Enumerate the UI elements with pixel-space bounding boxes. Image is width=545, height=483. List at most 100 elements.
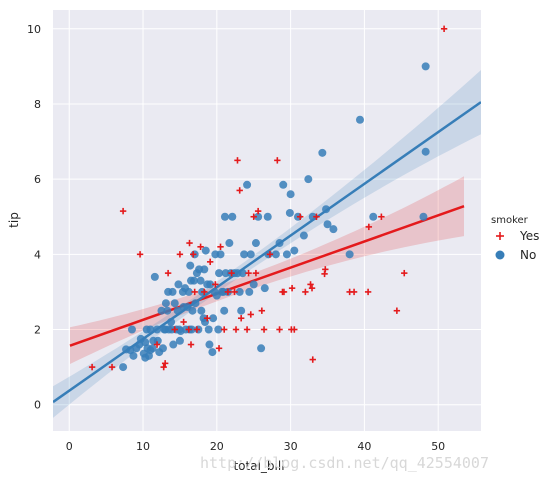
data-point-yes (236, 187, 243, 194)
data-point-yes (378, 213, 385, 220)
data-point-yes (228, 269, 235, 277)
data-point-yes (161, 360, 169, 367)
data-point-no (148, 344, 157, 353)
data-point-no (153, 336, 162, 345)
data-point-yes (364, 288, 372, 296)
data-point-no (290, 246, 299, 255)
data-point-yes (186, 239, 193, 247)
data-point-yes (212, 281, 219, 288)
y-axis-ticks: 0 2 4 6 8 10 (27, 23, 41, 412)
data-point-yes (231, 288, 238, 296)
data-point-yes (193, 326, 201, 333)
data-point-no (206, 280, 215, 289)
data-point-yes (250, 213, 257, 220)
data-point-yes (237, 315, 245, 322)
data-point-yes (401, 269, 408, 277)
data-point-yes (252, 269, 260, 277)
data-point-yes (245, 269, 252, 277)
data-point-yes (190, 251, 197, 258)
data-point-yes (185, 326, 192, 333)
data-point-no (169, 340, 178, 349)
data-point-no (275, 239, 284, 248)
data-point-no (419, 212, 428, 221)
data-point-yes (119, 207, 127, 215)
data-point-no (146, 325, 155, 334)
data-point-no (282, 250, 291, 259)
data-point-no (345, 250, 354, 259)
data-point-yes (221, 326, 228, 333)
data-point-no (153, 325, 162, 334)
data-point-yes (224, 288, 232, 296)
data-point-yes (247, 311, 254, 318)
data-point-no (246, 250, 255, 259)
data-point-no (238, 269, 247, 278)
data-point-no (257, 344, 266, 353)
data-point-no (263, 212, 272, 221)
data-point-no (174, 280, 183, 289)
data-point-yes (258, 307, 266, 314)
data-point-yes (274, 157, 281, 164)
data-point-no (240, 250, 249, 259)
data-point-no (215, 269, 224, 278)
data-point-yes (440, 25, 448, 32)
data-point-no (308, 212, 317, 221)
data-point-yes (187, 341, 195, 348)
data-point-yes (201, 288, 208, 296)
data-point-yes (180, 318, 187, 326)
data-point-no (237, 306, 246, 315)
data-point-yes (191, 288, 198, 296)
data-point-no (285, 208, 294, 217)
data-point-no (191, 299, 200, 308)
legend-label-no: No (520, 248, 536, 262)
y-tick-label: 2 (34, 324, 41, 337)
data-point-no (157, 306, 166, 315)
data-point-yes (313, 213, 320, 220)
legend-label-yes: Yes (519, 229, 539, 243)
data-point-no (243, 180, 252, 189)
data-point-no (204, 325, 213, 334)
data-point-no (168, 287, 177, 296)
data-point-no (170, 299, 179, 308)
data-point-yes (197, 243, 204, 251)
x-tick-label: 10 (136, 440, 150, 453)
data-point-yes (254, 207, 262, 215)
regression-line-yes (69, 205, 465, 347)
data-point-no (163, 306, 172, 315)
data-point-no (184, 287, 193, 296)
data-point-no (158, 344, 167, 353)
data-point-no (209, 314, 218, 323)
data-point-no (318, 148, 327, 157)
data-point-no (175, 336, 184, 345)
data-point-no (129, 351, 138, 360)
data-point-no (220, 306, 229, 315)
data-point-no (228, 212, 237, 221)
data-point-no (173, 306, 182, 315)
data-point-no (249, 280, 258, 289)
data-point-no (323, 220, 332, 229)
data-point-yes (176, 251, 184, 258)
data-point-yes (260, 326, 268, 333)
data-point-no (329, 225, 338, 234)
x-tick-label: 0 (66, 440, 73, 453)
data-point-no (208, 348, 217, 357)
data-point-no (421, 62, 430, 71)
data-point-yes (308, 284, 316, 292)
data-point-no (188, 306, 197, 315)
data-point-no (251, 239, 260, 248)
data-point-yes (243, 326, 251, 333)
x-axis-ticks: 0 10 20 30 40 50 (66, 440, 445, 453)
y-tick-label: 0 (34, 399, 41, 412)
data-point-yes (393, 307, 401, 314)
data-point-no (254, 212, 263, 221)
data-point-no (322, 205, 331, 214)
data-point-no (119, 363, 128, 372)
data-point-no (189, 276, 198, 285)
data-point-no (260, 284, 269, 293)
data-point-no (369, 212, 378, 221)
data-point-no (167, 317, 176, 326)
data-point-no (186, 261, 195, 270)
data-point-no (225, 239, 234, 248)
data-point-no (279, 180, 288, 189)
data-point-yes (266, 251, 274, 258)
